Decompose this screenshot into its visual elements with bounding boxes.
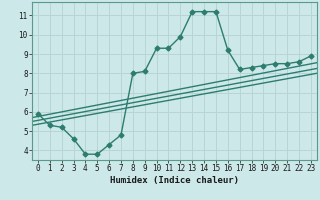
X-axis label: Humidex (Indice chaleur): Humidex (Indice chaleur) — [110, 176, 239, 185]
